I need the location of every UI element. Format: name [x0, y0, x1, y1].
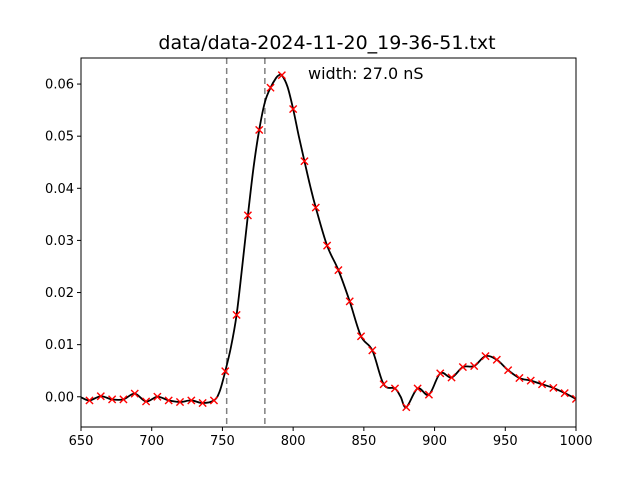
y-tick-label: 0.02	[45, 286, 74, 301]
data-point-marker	[413, 384, 422, 393]
data-point-marker	[119, 395, 128, 404]
data-point-marker	[356, 332, 366, 341]
width-annotation: width: 27.0 nS	[308, 64, 424, 83]
x-tick-label: 900	[422, 434, 447, 449]
y-tick-label: 0.03	[45, 234, 74, 249]
x-tick-label: 750	[210, 434, 235, 449]
data-point-marker	[243, 211, 252, 220]
data-point-marker	[345, 297, 354, 306]
data-point-marker	[198, 398, 207, 408]
data-point-marker	[560, 389, 569, 398]
data-point-marker	[537, 380, 547, 389]
data-point-marker	[153, 392, 162, 401]
data-point-marker	[311, 203, 320, 212]
data-point-marker	[209, 396, 219, 405]
plot-content	[81, 58, 576, 427]
data-point-marker	[458, 362, 467, 372]
data-point-marker	[368, 346, 377, 355]
data-point-marker	[266, 83, 275, 92]
data-point-marker	[96, 392, 105, 401]
data-point-marker	[379, 380, 388, 389]
fit-line	[81, 73, 576, 409]
data-point-marker	[470, 361, 479, 371]
data-point-marker	[492, 355, 501, 364]
data-point-marker	[277, 71, 286, 80]
data-point-marker	[504, 366, 513, 375]
data-point-marker	[322, 241, 332, 250]
data-point-marker	[130, 389, 139, 398]
axes-frame	[80, 57, 577, 428]
x-tick-label: 950	[493, 434, 518, 449]
data-point-marker	[424, 390, 434, 399]
data-point-marker	[175, 397, 185, 407]
x-tick-label: 1000	[559, 434, 592, 449]
data-point-marker	[526, 376, 535, 385]
x-tick-label: 700	[139, 434, 164, 449]
y-tick-label: 0.01	[45, 338, 74, 353]
data-point-marker	[108, 395, 117, 404]
data-point-marker	[85, 396, 94, 405]
data-point-marker	[549, 383, 558, 393]
data-point-marker	[187, 396, 196, 405]
data-point-marker	[255, 125, 264, 135]
x-tick-label: 650	[69, 434, 94, 449]
y-tick-label: 0.05	[45, 130, 74, 145]
data-point-marker	[334, 266, 343, 275]
x-tick-label: 850	[351, 434, 376, 449]
data-point-marker	[232, 310, 241, 320]
data-point-marker	[447, 373, 456, 382]
data-point-marker	[390, 384, 400, 393]
data-point-marker	[164, 396, 173, 405]
axes: 650 700 750 800 850 900 950 1000 0.00 0.01 0.02 0.0…	[45, 57, 593, 449]
plot-area	[81, 58, 576, 427]
data-point-marker	[571, 394, 576, 403]
data-point-marker	[481, 352, 490, 361]
y-tick-label: 0.00	[45, 390, 74, 405]
data-point-marker	[515, 373, 524, 383]
x-tick-label: 800	[281, 434, 306, 449]
data-point-marker	[300, 157, 309, 166]
data-point-marker	[436, 369, 445, 378]
data-point-marker	[402, 403, 411, 412]
data-point-marker	[221, 367, 230, 376]
data-point-marker	[289, 104, 298, 114]
chart-title: data/data-2024-11-20_19-36-51.txt	[158, 32, 495, 54]
y-tick-label: 0.04	[45, 182, 74, 197]
data-point-marker	[141, 397, 151, 406]
y-tick-label: 0.06	[45, 78, 74, 93]
